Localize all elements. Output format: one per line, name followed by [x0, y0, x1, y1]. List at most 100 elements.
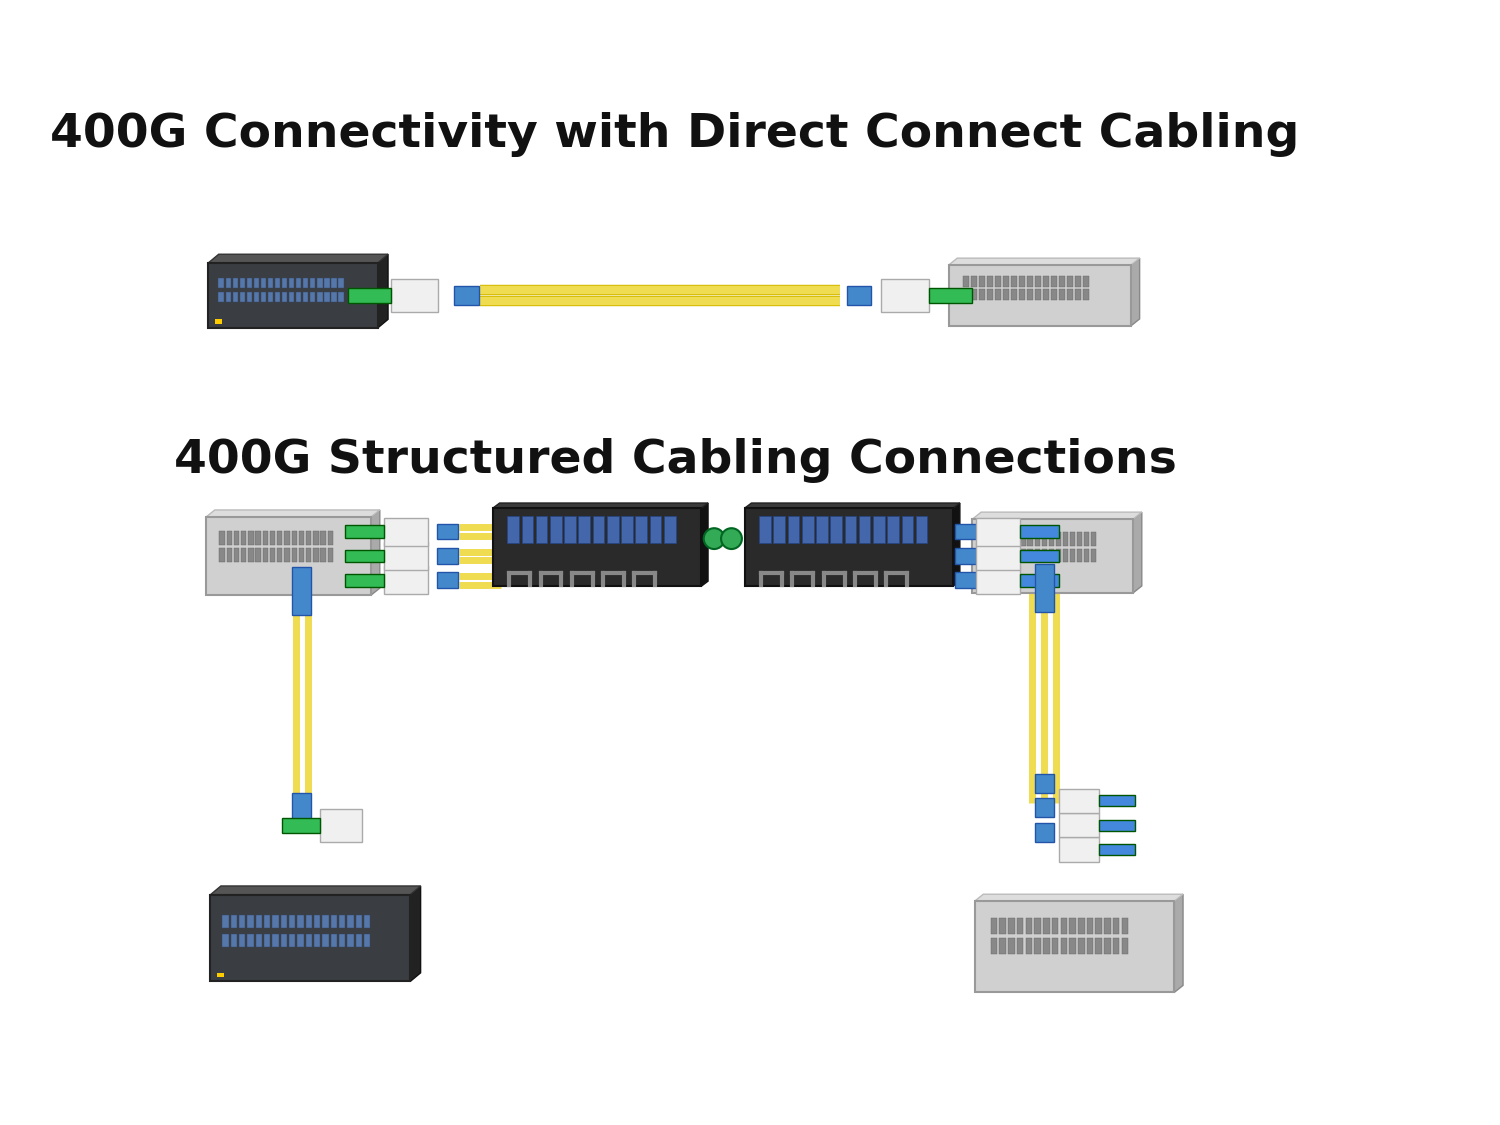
Bar: [1070, 918, 1076, 934]
Bar: [324, 292, 330, 302]
Bar: [1035, 289, 1041, 300]
Bar: [990, 937, 998, 954]
Bar: [1052, 289, 1058, 300]
Circle shape: [722, 529, 742, 549]
Bar: [976, 542, 1020, 570]
Bar: [1113, 937, 1119, 954]
Bar: [993, 532, 998, 546]
Bar: [963, 276, 969, 287]
Bar: [1007, 532, 1011, 546]
Bar: [255, 531, 261, 544]
Bar: [963, 289, 969, 300]
Polygon shape: [744, 503, 960, 508]
Bar: [999, 918, 1006, 934]
Bar: [1042, 276, 1048, 287]
Bar: [296, 278, 302, 288]
Bar: [339, 915, 345, 928]
Bar: [1066, 289, 1072, 300]
Bar: [759, 516, 771, 543]
Bar: [234, 548, 238, 562]
Bar: [954, 548, 975, 564]
Bar: [270, 531, 276, 544]
Bar: [310, 292, 315, 302]
Bar: [882, 279, 928, 312]
Bar: [273, 915, 279, 928]
Bar: [240, 292, 244, 302]
Bar: [214, 319, 222, 324]
Bar: [298, 531, 304, 544]
Bar: [345, 574, 384, 586]
Bar: [980, 276, 986, 287]
Bar: [1100, 844, 1136, 855]
Bar: [364, 934, 370, 947]
Bar: [1007, 549, 1011, 561]
Bar: [298, 548, 304, 562]
Bar: [1014, 549, 1019, 561]
Bar: [1077, 549, 1082, 561]
Bar: [1042, 937, 1050, 954]
Bar: [356, 934, 362, 947]
Bar: [339, 278, 344, 288]
Bar: [268, 278, 273, 288]
Bar: [1083, 532, 1089, 546]
Bar: [278, 531, 282, 544]
Bar: [330, 934, 338, 947]
Bar: [1048, 532, 1054, 546]
Bar: [1077, 532, 1082, 546]
Bar: [1104, 937, 1112, 954]
Bar: [1011, 289, 1017, 300]
Bar: [1019, 289, 1025, 300]
Bar: [1090, 532, 1096, 546]
Bar: [1020, 549, 1026, 561]
Bar: [206, 516, 370, 595]
Polygon shape: [206, 510, 380, 516]
Bar: [980, 289, 986, 300]
Bar: [285, 548, 290, 562]
Polygon shape: [209, 254, 388, 263]
Bar: [280, 915, 286, 928]
Bar: [436, 573, 457, 588]
Bar: [246, 278, 252, 288]
Bar: [209, 263, 378, 328]
Bar: [314, 934, 320, 947]
Bar: [1083, 289, 1089, 300]
Bar: [248, 548, 254, 562]
Bar: [844, 516, 856, 543]
Bar: [273, 934, 279, 947]
Bar: [1035, 918, 1041, 934]
Bar: [234, 531, 238, 544]
Bar: [1004, 276, 1010, 287]
Bar: [564, 516, 576, 543]
Bar: [1011, 276, 1017, 287]
Bar: [1028, 532, 1033, 546]
Bar: [1035, 565, 1053, 612]
Bar: [217, 973, 225, 978]
Bar: [888, 516, 898, 543]
Bar: [1035, 549, 1040, 561]
Bar: [1104, 918, 1112, 934]
Bar: [1066, 276, 1072, 287]
Bar: [522, 516, 532, 543]
Bar: [650, 516, 662, 543]
Bar: [1008, 937, 1014, 954]
Bar: [290, 292, 294, 302]
Bar: [303, 278, 309, 288]
Bar: [1035, 799, 1053, 818]
Bar: [278, 548, 282, 562]
Bar: [802, 516, 813, 543]
Bar: [297, 915, 303, 928]
Bar: [831, 516, 842, 543]
Bar: [320, 809, 362, 842]
Bar: [364, 915, 370, 928]
Bar: [348, 934, 354, 947]
Bar: [264, 934, 270, 947]
Bar: [248, 934, 254, 947]
Bar: [1122, 937, 1128, 954]
Bar: [788, 516, 800, 543]
Bar: [242, 548, 246, 562]
Bar: [954, 573, 975, 588]
Bar: [384, 566, 427, 594]
Bar: [210, 894, 410, 981]
Bar: [579, 516, 590, 543]
Bar: [847, 286, 871, 305]
